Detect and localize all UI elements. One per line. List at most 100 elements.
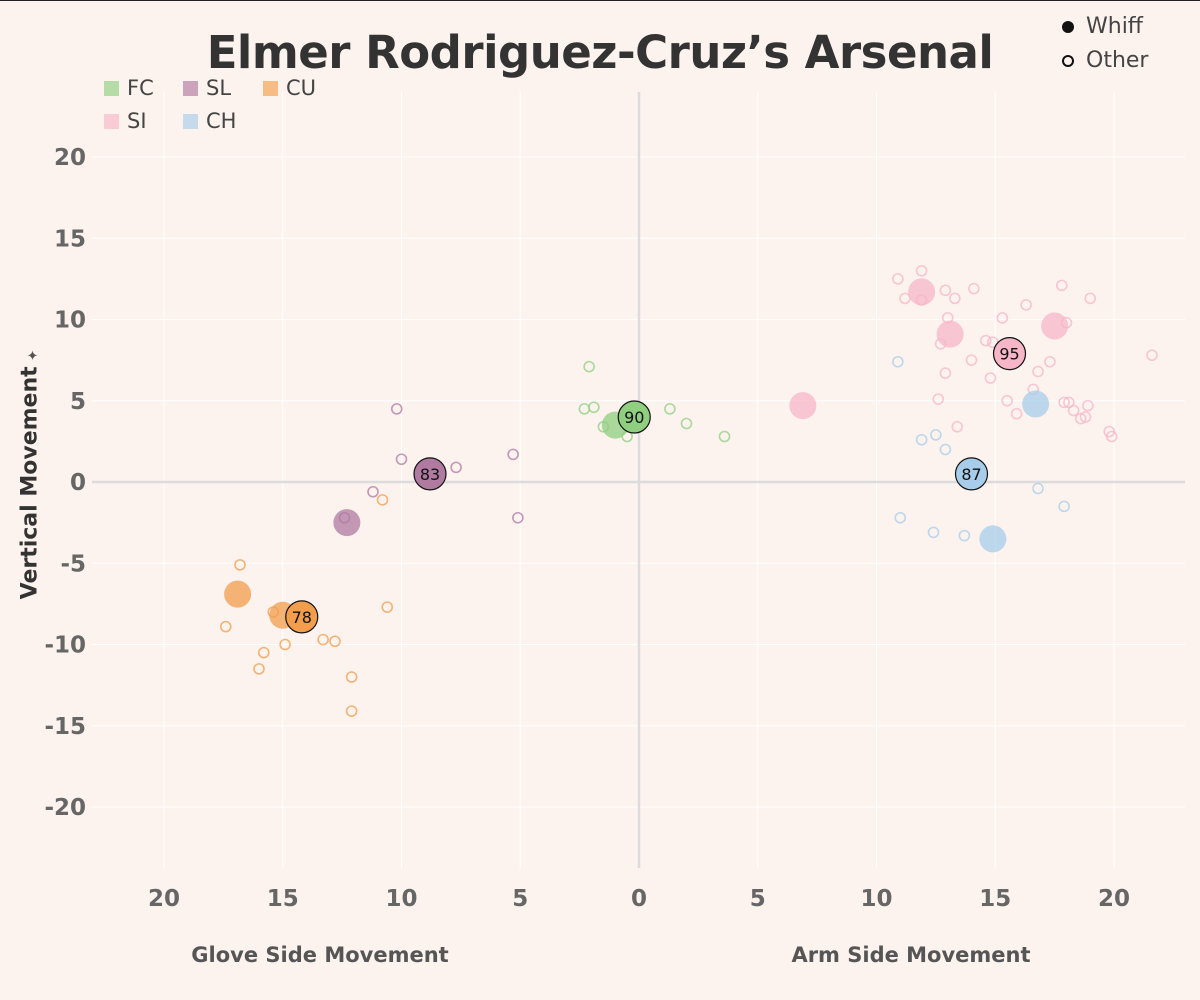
other-point-si	[1044, 355, 1056, 368]
result-legend-label: Whiff	[1086, 14, 1143, 39]
y-tick-label: -20	[44, 795, 86, 821]
legend-swatch	[183, 113, 198, 129]
result-legend-label: Other	[1086, 48, 1149, 73]
x-tick-label: 20	[1098, 886, 1130, 912]
other-point-cu	[376, 494, 389, 506]
other-point-cu	[381, 601, 394, 613]
x-tick-label: 0	[631, 886, 647, 912]
other-point-si	[939, 284, 952, 297]
legend-swatch	[183, 80, 198, 96]
other-point-fc	[583, 360, 595, 373]
other-point-si	[1105, 430, 1118, 443]
other-point-si	[1055, 279, 1068, 292]
velocity-label-ch: 87	[961, 465, 981, 484]
average-marker-ch	[954, 457, 989, 491]
x-tick-label: 20	[148, 886, 180, 912]
other-point-si	[949, 292, 961, 305]
result-legend-item-whiff: Whiff	[1062, 14, 1143, 39]
whiff-point-ch	[1022, 390, 1050, 418]
other-point-sl	[450, 461, 462, 474]
other-point-sl	[512, 511, 524, 524]
other-point-si	[1082, 399, 1094, 412]
other-point-cu	[329, 635, 341, 648]
other-point-si	[984, 372, 997, 384]
y-axis-label-text: Vertical Movement	[17, 366, 43, 600]
legend-swatch	[263, 80, 278, 96]
other-point-cu	[257, 646, 270, 659]
velocity-label-si: 95	[999, 345, 1019, 364]
legend-swatch	[104, 113, 119, 129]
top-border	[0, 0, 1200, 1]
whiff-point-si	[936, 320, 964, 348]
other-point-si	[1058, 396, 1070, 409]
legend-item-ch: CH	[183, 109, 236, 133]
other-point-ch	[927, 526, 940, 539]
other-point-cu	[345, 705, 358, 717]
velocity-label-sl: 83	[420, 465, 440, 484]
other-point-cu	[219, 620, 232, 633]
legend-label: CU	[286, 76, 317, 100]
whiff-point-si	[789, 392, 817, 420]
other-point-fc	[588, 401, 600, 414]
legend-swatch	[104, 80, 119, 96]
result-legend-item-other: Other	[1062, 48, 1148, 73]
legend-item-cu: CU	[263, 76, 316, 100]
other-point-ch	[915, 433, 928, 446]
legend-label: SL	[206, 76, 232, 100]
other-point-si	[996, 312, 1009, 324]
other-point-ch	[930, 429, 942, 441]
other-point-si	[1146, 349, 1158, 362]
other-point-ch	[892, 355, 904, 368]
average-marker-sl	[413, 457, 447, 491]
other-point-si	[1067, 404, 1080, 417]
y-tick-label: 15	[54, 226, 86, 252]
other-point-sl	[367, 485, 379, 498]
legend-item-sl: SL	[183, 76, 231, 100]
legend-item-fc: FC	[104, 76, 154, 100]
other-point-si	[1010, 407, 1023, 420]
other-point-si	[892, 273, 904, 285]
average-marker-fc	[617, 400, 651, 434]
velocity-label-cu: 78	[292, 608, 312, 627]
y-tick-label: -5	[60, 551, 86, 577]
other-point-sl	[395, 453, 408, 466]
other-point-si	[1032, 365, 1044, 378]
other-point-si	[965, 354, 978, 366]
other-point-si	[1020, 299, 1032, 311]
other-point-fc	[578, 403, 591, 415]
whiff-point-si	[1041, 312, 1069, 340]
other-point-si	[915, 264, 928, 277]
other-point-fc	[718, 430, 731, 443]
hollow-circle-icon	[1062, 54, 1074, 67]
average-marker-cu	[285, 600, 319, 634]
other-point-ch	[1032, 482, 1044, 495]
velocity-label-fc: 90	[624, 408, 644, 427]
other-point-si	[951, 420, 964, 433]
whiff-point-cu	[224, 580, 252, 608]
other-point-ch	[894, 511, 907, 524]
other-point-cu	[279, 638, 291, 651]
other-point-si	[1074, 412, 1087, 425]
x-tick-label: 5	[512, 886, 528, 912]
x-axis-label-arm: Arm Side Movement	[791, 943, 1031, 967]
y-tick-label: -15	[44, 714, 86, 740]
whiff-point-sl	[333, 509, 361, 537]
x-tick-label: 5	[750, 886, 766, 912]
other-point-si	[1001, 394, 1013, 407]
other-point-ch	[958, 529, 971, 542]
y-tick-label: 0	[70, 470, 86, 496]
other-point-si	[968, 282, 980, 295]
other-point-ch	[939, 443, 952, 456]
x-tick-label: 15	[979, 886, 1011, 912]
y-axis-label: Vertical Movement✦	[17, 348, 43, 600]
whiff-point-si	[908, 278, 936, 306]
x-tick-label: 10	[860, 886, 892, 912]
x-axis-label-glove: Glove Side Movement	[191, 943, 449, 967]
average-marker-si	[992, 337, 1027, 371]
other-point-si	[939, 367, 952, 379]
whiff-point-ch	[979, 525, 1007, 553]
other-point-si	[1079, 411, 1092, 423]
y-tick-label: -10	[44, 633, 86, 659]
other-point-fc	[680, 417, 693, 430]
